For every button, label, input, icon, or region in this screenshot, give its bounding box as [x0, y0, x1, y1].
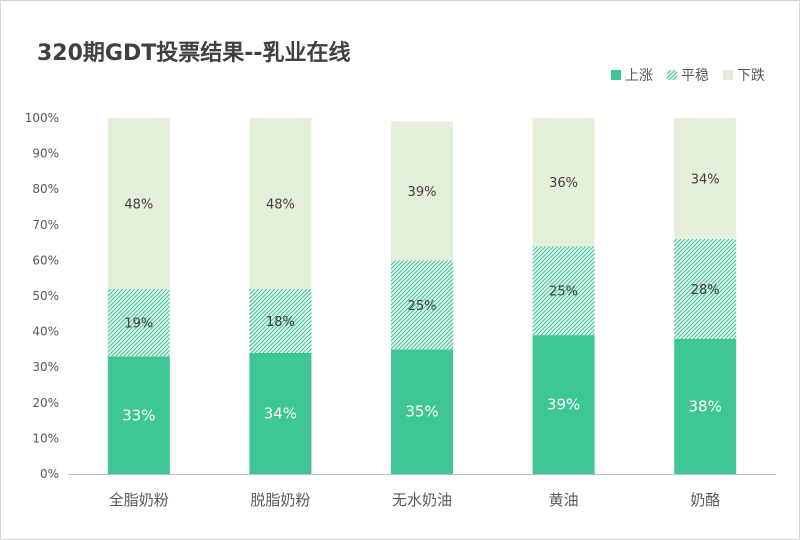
label-up: 38%	[689, 397, 722, 415]
legend-item-stable: 平稳	[667, 65, 709, 85]
x-category-label: 奶酪	[690, 491, 720, 509]
legend-swatch-down	[723, 70, 733, 80]
y-axis: 0% 10% 20% 30% 40% 50% 60% 70% 80% 90% 100%	[25, 111, 59, 481]
y-tick-label: 60%	[32, 253, 59, 267]
legend-item-up: 上涨	[611, 65, 653, 85]
x-category-label: 黄油	[549, 491, 579, 509]
bar-down	[674, 118, 737, 240]
label-down: 34%	[691, 173, 720, 188]
x-category-label: 脱脂奶粉	[250, 491, 310, 509]
label-up: 35%	[405, 403, 438, 421]
legend-swatch-stable	[667, 70, 677, 80]
label-stable: 25%	[549, 285, 578, 300]
bar-stable	[674, 239, 737, 339]
bar-down	[249, 118, 312, 289]
legend-label-stable: 平稳	[681, 68, 709, 84]
chart-title: 320期GDT投票结果--乳业在线	[37, 41, 351, 66]
legend-item-down: 下跌	[723, 65, 765, 85]
bar-down	[391, 121, 453, 261]
label-down: 36%	[549, 176, 578, 191]
x-category-label: 无水奶油	[392, 491, 452, 509]
bars: 33% 19% 48% 34% 18% 48% 35% 25% 39% 39% 25% 36% 38% 2…	[107, 118, 737, 474]
bar-stable	[532, 246, 595, 336]
y-tick-label: 20%	[32, 396, 59, 410]
bar-stable	[249, 288, 312, 353]
x-axis: 全脂奶粉 脱脂奶粉 无水奶油 黄油 奶酪	[109, 491, 720, 509]
legend-label-up: 上涨	[625, 68, 653, 84]
bar-up	[532, 335, 595, 474]
legend-label-down: 下跌	[737, 68, 765, 84]
y-tick-label: 90%	[32, 147, 59, 161]
label-stable: 25%	[408, 299, 437, 314]
label-down: 48%	[266, 197, 295, 212]
bar-down	[532, 118, 595, 247]
label-down: 39%	[408, 185, 437, 200]
label-stable: 19%	[124, 317, 153, 332]
label-down: 48%	[124, 197, 153, 212]
y-tick-label: 100%	[25, 111, 59, 125]
bar-up	[249, 352, 312, 474]
bar-up	[674, 338, 737, 474]
bar-stable	[107, 288, 170, 357]
y-tick-label: 80%	[32, 182, 59, 196]
bar-up	[107, 356, 170, 474]
y-tick-label: 40%	[32, 325, 59, 339]
y-tick-label: 30%	[32, 360, 59, 374]
y-tick-label: 10%	[32, 431, 59, 445]
label-stable: 28%	[691, 283, 720, 298]
x-category-label: 全脂奶粉	[109, 491, 169, 509]
chart-legend: 上涨 平稳 下跌	[597, 66, 765, 84]
y-tick-label: 70%	[32, 218, 59, 232]
label-up: 34%	[264, 404, 297, 422]
y-tick-label: 0%	[40, 467, 59, 481]
y-tick-label: 50%	[32, 289, 59, 303]
bar-stable	[391, 260, 453, 350]
bar-up	[391, 349, 453, 474]
label-up: 33%	[122, 406, 155, 424]
legend-swatch-up	[611, 70, 621, 80]
label-up: 39%	[547, 396, 580, 414]
label-stable: 18%	[266, 315, 295, 330]
bar-down	[107, 118, 170, 289]
